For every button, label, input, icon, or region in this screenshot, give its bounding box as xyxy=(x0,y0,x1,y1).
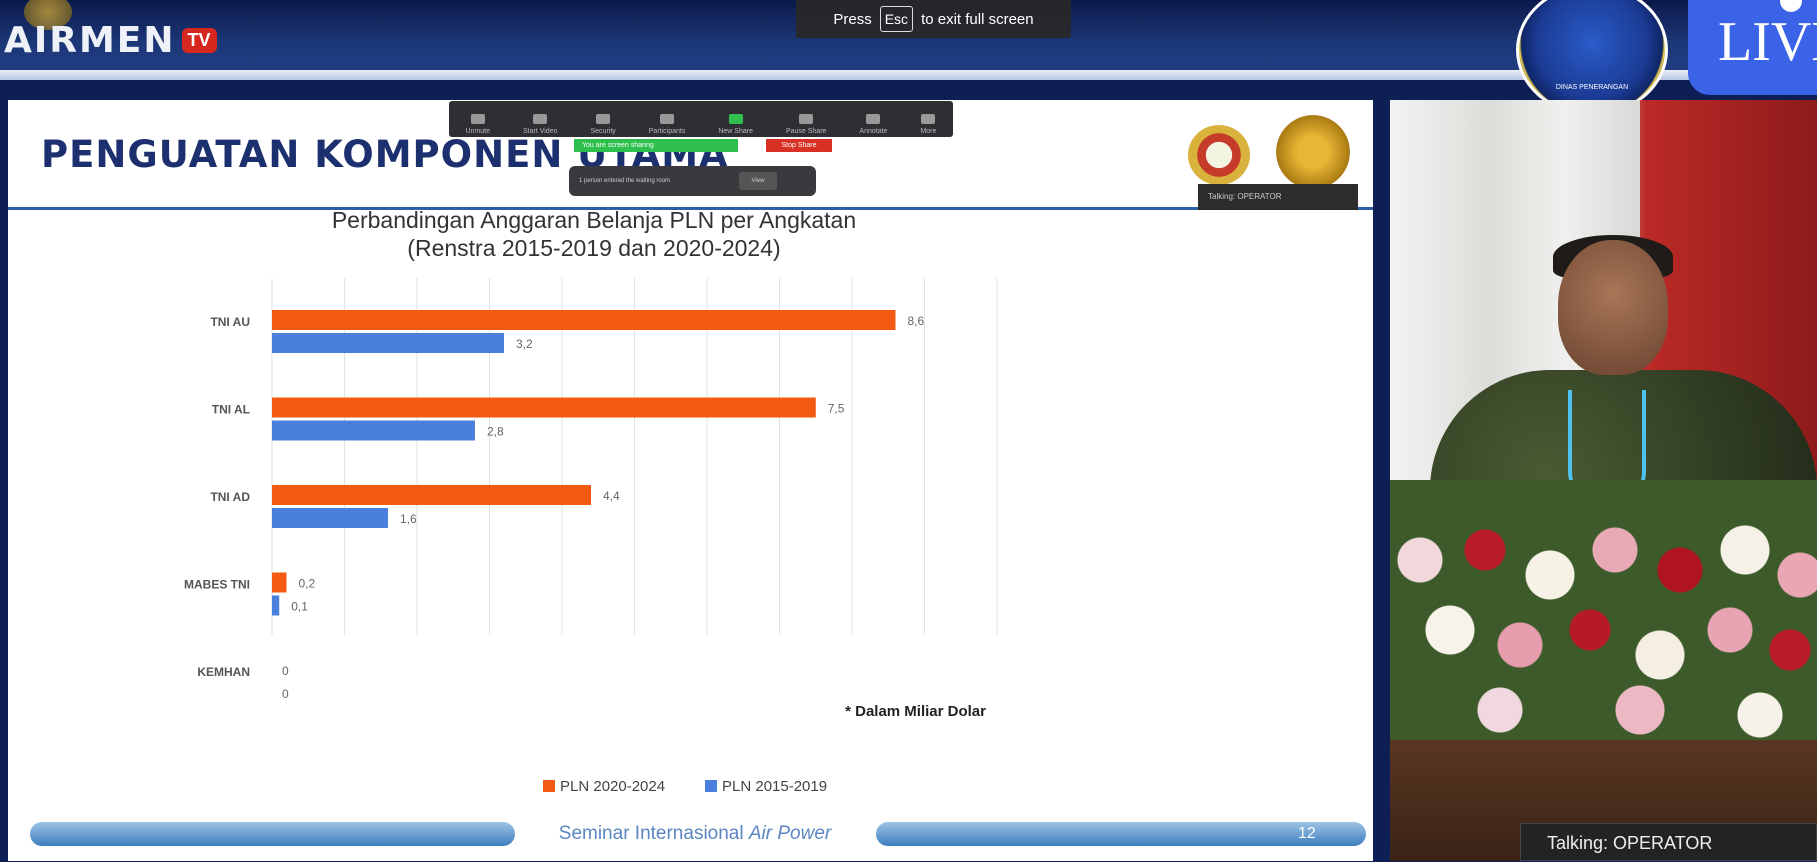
data-label: 2,8 xyxy=(487,425,504,439)
data-label: 0 xyxy=(282,687,289,701)
pause-share-icon xyxy=(799,114,814,124)
notification-view-button[interactable]: View xyxy=(739,172,777,190)
footer-bar-left xyxy=(30,822,515,846)
toolbar-item-more[interactable]: More xyxy=(920,114,936,135)
bar-pln-2020-2024 xyxy=(272,397,816,418)
category-label: TNI AD xyxy=(210,490,250,504)
toolbar-label: Start Video xyxy=(522,128,558,135)
bar-pln-2020-2024 xyxy=(272,310,896,330)
legend-swatch-pln-2020-2024 xyxy=(543,780,555,792)
data-label: 8,6 xyxy=(908,314,925,328)
category-label: MABES TNI xyxy=(184,578,250,592)
data-label: 0 xyxy=(282,664,289,678)
seal-text: DINAS PENERANGAN xyxy=(1555,84,1629,91)
waiting-room-notification: 1 person entered the waiting room View xyxy=(569,166,816,196)
data-label: 3,2 xyxy=(516,337,533,351)
live-label: LIVE xyxy=(1718,11,1817,73)
brand-name: AIRMEN xyxy=(4,19,176,61)
footer-text-main: Seminar Internasional xyxy=(558,823,749,844)
legend-swatch-pln-2015-2019 xyxy=(705,780,717,792)
unmute-icon xyxy=(470,114,485,124)
chart-subtitle: (Renstra 2015-2019 dan 2020-2024) xyxy=(407,235,780,261)
tni-au-logo-icon xyxy=(1276,115,1350,189)
fullscreen-press-text: Press xyxy=(833,10,872,28)
participants-icon xyxy=(660,114,675,124)
bar-pln-2015-2019 xyxy=(272,333,504,353)
data-label: 0,2 xyxy=(299,577,316,591)
annotate-icon xyxy=(866,114,881,124)
toolbar-item-start-video[interactable]: Start Video xyxy=(523,114,558,135)
bar-pln-2015-2019 xyxy=(272,508,388,528)
live-badge: LIVE xyxy=(1688,0,1817,95)
security-icon xyxy=(596,114,611,124)
toolbar-label: More xyxy=(920,128,937,135)
esc-key-badge: Esc xyxy=(879,6,914,32)
toolbar-label: Participants xyxy=(648,128,686,135)
speaker-head xyxy=(1558,240,1668,375)
title-divider xyxy=(8,207,1373,210)
footer-bar-right xyxy=(876,822,1366,846)
legend-label: PLN 2020-2024 xyxy=(560,778,665,795)
toolbar-item-participants[interactable]: Participants xyxy=(648,114,686,135)
mini-talking-indicator: Talking: OPERATOR xyxy=(1198,184,1358,210)
toolbar-item-unmute[interactable]: Unmute xyxy=(465,114,490,135)
presentation-slide: PENGUATAN KOMPONEN UTAMA Talking: OPERAT… xyxy=(8,100,1373,861)
bar-pln-2020-2024 xyxy=(272,572,287,593)
footer-text: Seminar Internasional Air Power xyxy=(520,822,870,846)
toolbar-item-pause-share[interactable]: Pause Share xyxy=(786,114,826,135)
broadcast-logo: AIRMEN TV xyxy=(4,18,217,62)
bar-pln-2015-2019 xyxy=(272,595,280,616)
toolbar-label: Security xyxy=(590,128,616,135)
fullscreen-rest-text: to exit full screen xyxy=(921,10,1034,28)
legend-label: PLN 2015-2019 xyxy=(722,778,827,795)
more-icon xyxy=(921,114,936,124)
chart-annotation: * Dalam Miliar Dolar xyxy=(845,703,986,720)
data-label: 1,6 xyxy=(400,512,417,526)
category-label: TNI AU xyxy=(210,315,250,329)
zoom-share-toolbar[interactable]: Unmute Start Video Security Participants New… xyxy=(449,101,953,137)
fullscreen-exit-banner: Press Esc to exit full screen xyxy=(796,0,1071,38)
footer-text-italic: Air Power xyxy=(748,823,832,844)
brand-tv-badge: TV xyxy=(181,27,217,53)
budget-bar-chart: Perbandingan Anggaran Belanja PLN per An… xyxy=(184,207,998,795)
bar-pln-2015-2019 xyxy=(272,420,475,441)
toolbar-label: New Share xyxy=(718,128,753,135)
data-label: 4,4 xyxy=(603,489,620,503)
lanyard xyxy=(1568,390,1646,510)
toolbar-label: Annotate xyxy=(859,128,888,135)
dinas-penerangan-seal: DINAS PENERANGAN xyxy=(1516,0,1668,116)
page-number: 12 xyxy=(1298,825,1316,842)
stop-share-button[interactable]: Stop Share xyxy=(766,139,832,152)
data-label: 7,5 xyxy=(828,402,845,416)
talking-indicator: Talking: OPERATOR xyxy=(1520,823,1817,861)
notification-text: 1 person entered the waiting room xyxy=(579,178,671,184)
chart-title: Perbandingan Anggaran Belanja PLN per An… xyxy=(332,207,856,233)
emblem-icon xyxy=(24,0,72,30)
toolbar-item-security[interactable]: Security xyxy=(590,114,616,135)
screen-sharing-status[interactable]: You are screen sharing xyxy=(574,139,738,152)
broadcast-divider xyxy=(0,70,1817,80)
toolbar-item-annotate[interactable]: Annotate xyxy=(859,114,887,135)
speaker-video xyxy=(1390,100,1817,861)
flower-arrangement xyxy=(1390,480,1817,740)
toolbar-label: Pause Share xyxy=(785,128,827,135)
category-label: KEMHAN xyxy=(197,665,250,679)
live-indicator-icon xyxy=(1780,0,1802,12)
toolbar-label: Unmute xyxy=(465,128,490,135)
data-label: 0,1 xyxy=(291,600,308,614)
bar-pln-2020-2024 xyxy=(272,485,591,505)
kemhan-logo-icon xyxy=(1188,125,1250,185)
new-share-icon xyxy=(728,114,743,124)
toolbar-item-new-share[interactable]: New Share xyxy=(718,114,753,135)
category-label: TNI AL xyxy=(212,403,250,417)
start-video-icon xyxy=(533,114,548,124)
